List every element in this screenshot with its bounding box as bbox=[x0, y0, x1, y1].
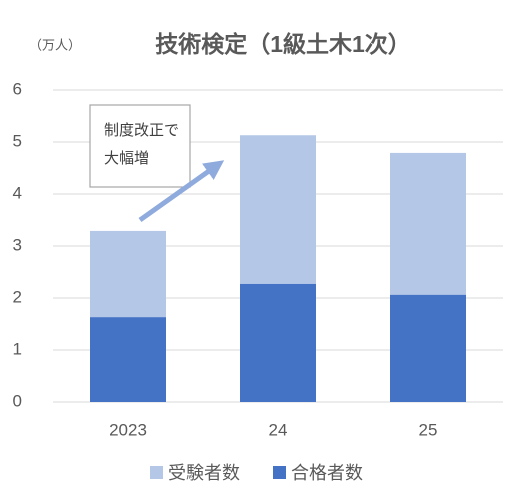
bar bbox=[90, 317, 166, 402]
unit-label: （万人） bbox=[29, 37, 81, 52]
annotation-arrow bbox=[138, 160, 225, 223]
x-tick-label: 24 bbox=[269, 420, 288, 439]
y-tick-label: 3 bbox=[13, 235, 22, 254]
y-tick-label: 4 bbox=[13, 183, 22, 202]
bar bbox=[240, 283, 316, 402]
annotation-text: 制度改正で bbox=[104, 122, 179, 139]
bar bbox=[390, 294, 466, 402]
y-tick-label: 6 bbox=[13, 79, 22, 98]
chart-title: 技術検定（1級土木1次） bbox=[155, 31, 411, 57]
legend-label: 合格者数 bbox=[291, 463, 363, 483]
y-tick-label: 2 bbox=[13, 287, 22, 306]
annotation-text: 大幅増 bbox=[104, 150, 149, 167]
x-tick-label: 25 bbox=[419, 420, 438, 439]
annotation-box bbox=[89, 104, 191, 188]
legend-swatch bbox=[150, 466, 163, 479]
y-tick-label: 0 bbox=[13, 391, 22, 410]
x-tick-label: 2023 bbox=[109, 420, 147, 439]
legend-label: 受験者数 bbox=[168, 463, 240, 483]
y-tick-label: 1 bbox=[13, 339, 22, 358]
legend-swatch bbox=[273, 466, 286, 479]
y-tick-label: 5 bbox=[13, 131, 22, 150]
